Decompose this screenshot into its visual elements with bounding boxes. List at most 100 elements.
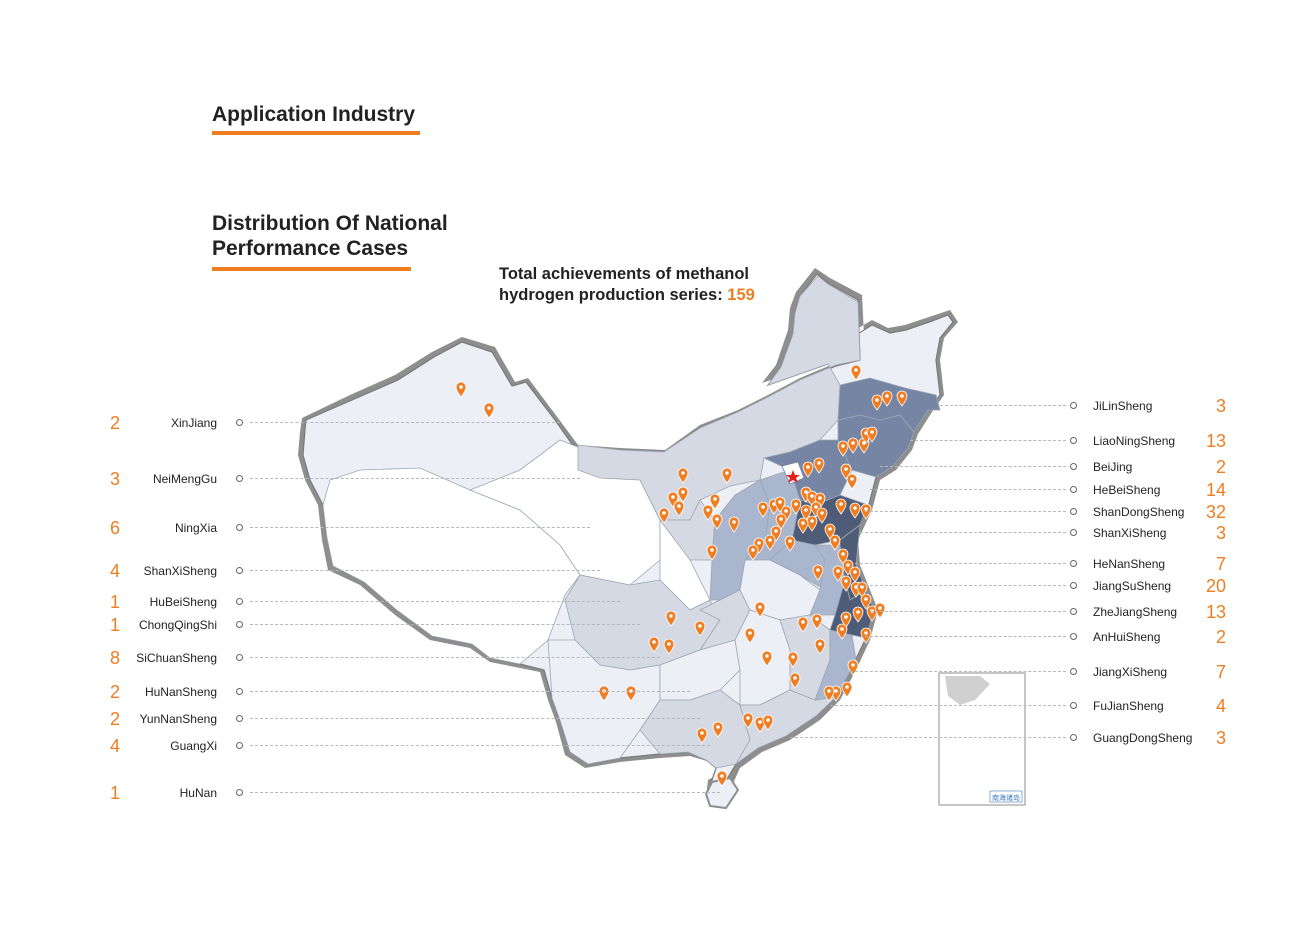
map-pin-icon	[874, 602, 886, 619]
map-pin-icon	[802, 461, 814, 478]
leader-line	[860, 585, 1066, 586]
map-pin-hole	[758, 605, 762, 609]
leader-dot	[236, 742, 243, 749]
map-pin-icon	[866, 426, 878, 443]
region-count: 14	[1205, 480, 1226, 500]
region-name: XinJiang	[170, 416, 217, 430]
map-pin-hole	[846, 563, 850, 567]
region-name: HeNanSheng	[1093, 557, 1166, 571]
region-count: 2	[1215, 457, 1226, 477]
region-row: 4 GuangXi	[0, 734, 1300, 758]
map-pin-hole	[836, 569, 840, 573]
leader-line	[250, 745, 710, 746]
section-title-line-2: Performance Cases	[212, 237, 409, 260]
leader-line	[250, 718, 700, 719]
region-row: 3 NeiMengGu	[0, 467, 1300, 491]
map-pin-hole	[870, 430, 874, 434]
map-pin-hole	[766, 718, 770, 722]
map-pin-icon	[764, 534, 776, 551]
map-pin-icon	[761, 650, 773, 667]
map-pin-icon	[711, 513, 723, 530]
map-pin-icon	[625, 685, 637, 702]
map-pin-hole	[885, 394, 889, 398]
region-row: 7 JiangXiSheng	[0, 660, 1300, 684]
map-pin-hole	[853, 506, 857, 510]
map-pin-hole	[751, 548, 755, 552]
region-count: 7	[1215, 554, 1226, 574]
map-pin-hole	[732, 520, 736, 524]
leader-dot	[1070, 608, 1077, 615]
map-pin-hole	[681, 490, 685, 494]
map-pin-icon	[483, 402, 495, 419]
map-pin-hole	[804, 490, 808, 494]
map-pin-icon	[665, 610, 677, 627]
region-row: 2 BeiJing	[0, 455, 1300, 479]
map-pin-hole	[834, 689, 838, 693]
region-count: 8	[110, 648, 121, 668]
map-pin-icon	[757, 501, 769, 518]
map-pin-hole	[810, 494, 814, 498]
region-count: 1	[110, 615, 121, 635]
region-guangdong	[735, 689, 838, 765]
map-pin-hole	[778, 500, 782, 504]
inset-caption-box	[989, 790, 1023, 803]
map-pin-hole	[875, 398, 879, 402]
map-pin-icon	[787, 651, 799, 668]
map-pin-icon	[702, 504, 714, 521]
leader-line	[250, 570, 600, 571]
region-count: 20	[1205, 576, 1226, 596]
map-pin-icon	[849, 502, 861, 519]
region-count: 13	[1205, 431, 1226, 451]
section-title-distribution: Distribution Of National Performance Cas…	[212, 211, 448, 261]
total-line-2-text: hydrogen production series:	[499, 286, 723, 304]
map-pin-icon	[598, 685, 610, 702]
region-name: LiaoNingSheng	[1093, 434, 1176, 448]
leader-line	[250, 657, 660, 658]
map-pin-hole	[758, 720, 762, 724]
map-pin-hole	[652, 640, 656, 644]
map-pin-icon	[816, 507, 828, 524]
leader-dot	[236, 621, 243, 628]
region-count: 4	[110, 736, 121, 756]
leader-line	[910, 440, 1066, 441]
leader-dot	[236, 654, 243, 661]
map-pin-hole	[878, 606, 882, 610]
map-pin-hole	[864, 631, 868, 635]
total-line-1: Total achievements of methanol	[499, 265, 749, 283]
region-name: ShanDongSheng	[1093, 505, 1185, 519]
leader-line	[940, 405, 1066, 406]
region-count: 3	[1215, 728, 1226, 748]
region-count: 3	[1215, 523, 1226, 543]
region-row: 20 JiangSuSheng	[0, 574, 1300, 598]
map-pin-hole	[720, 774, 724, 778]
leader-line	[865, 636, 1066, 637]
total-line-2: hydrogen production series: 159	[499, 285, 755, 306]
map-pin-hole	[677, 504, 681, 508]
map-pin-icon	[663, 638, 675, 655]
inset-coast	[945, 676, 990, 705]
region-count: 32	[1205, 502, 1226, 522]
region-count: 1	[110, 592, 121, 612]
map-pin-hole	[768, 538, 772, 542]
region-row: 6 NingXia	[0, 516, 1300, 540]
map-pin-hole	[710, 548, 714, 552]
map-pin-hole	[487, 406, 491, 410]
map-pin-icon	[716, 770, 728, 787]
leader-line	[855, 563, 1066, 564]
map-pin-hole	[715, 517, 719, 521]
map-pin-hole	[864, 507, 868, 511]
region-count: 4	[110, 561, 121, 581]
region-row: 32 ShanDongSheng	[0, 500, 1300, 524]
leader-line	[250, 527, 590, 528]
region-name: JiLinSheng	[1093, 399, 1153, 413]
leader-dot	[1070, 529, 1077, 536]
region-row: 13 LiaoNingSheng	[0, 429, 1300, 453]
region-hainan	[704, 776, 740, 810]
map-pin-hole	[746, 716, 750, 720]
map-pin-hole	[840, 627, 844, 631]
leader-dot	[236, 475, 243, 482]
map-pin-icon	[677, 467, 689, 484]
region-count: 2	[110, 413, 121, 433]
map-pin-hole	[853, 570, 857, 574]
region-name: ChongQingShi	[138, 618, 217, 632]
